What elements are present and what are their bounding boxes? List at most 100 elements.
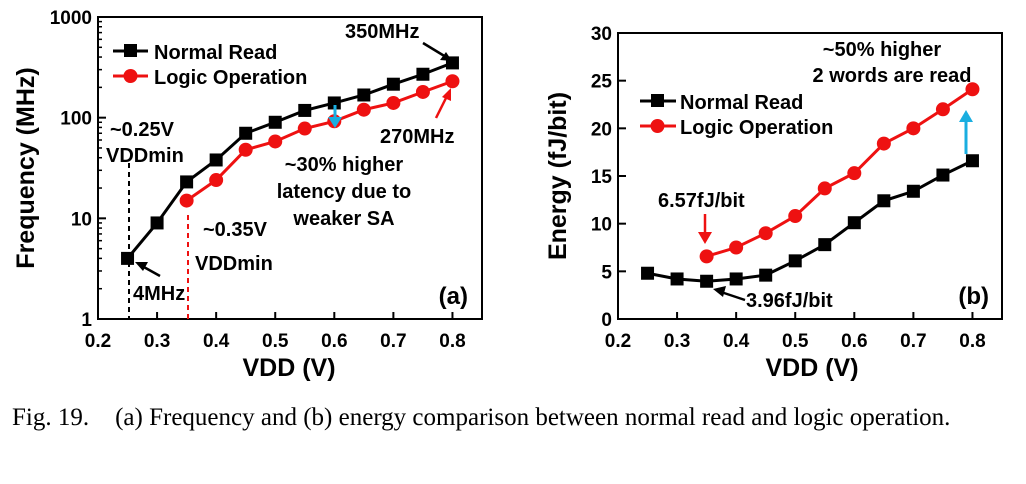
data-point-normal-a [298,103,312,117]
panel-label-a: (a) [439,283,468,310]
annotation-arrowhead-latency [328,117,342,128]
data-point-normal-a [416,67,430,81]
annotation-arrowhead-270mhz [442,88,451,101]
data-point-normal-b [877,194,891,208]
data-point-logic-b [847,166,862,181]
annotation-arrow-350mhz [422,41,447,59]
data-point-logic-a [386,95,401,110]
x-tick-label-a: 0.5 [262,331,289,352]
x-tick-label-a: 0.2 [85,331,111,352]
data-point-logic-b [965,82,980,97]
annotation-latency-line3: weaker SA [292,208,394,230]
legend-label-logic-b: Logic Operation [680,117,833,139]
annotation-energy-higher-line2: 2 words are read [813,65,972,87]
y-tick-label-b: 0 [601,310,612,331]
x-tick-label-a: 0.3 [144,331,170,352]
y-tick-label-b: 10 [591,215,612,236]
plot-frame-a [97,16,483,320]
figure-caption: Fig. 19. (a) Frequency and (b) energy com… [12,402,1016,434]
annotation-396fj: 3.96fJ/bit [746,290,833,312]
data-point-normal-b [700,274,714,288]
y-axis-label-a: Frequency (MHz) [12,67,40,268]
data-point-normal-b [670,272,684,286]
y-axis-label-b: Energy (fJ/bit) [544,92,572,260]
annotation-4mhz: 4MHz [133,283,185,305]
annotation-arrow-4mhz [141,264,161,278]
annotation-vddmin-normal: VDDmin [106,145,184,167]
data-point-normal-a [180,175,194,189]
y-tick-label-b: 25 [591,72,613,93]
data-point-normal-b [641,266,655,280]
annotation-035v: ~0.35V [203,219,268,241]
series-line-logic-b [706,88,974,258]
data-point-normal-a [209,153,223,167]
legend-a: Normal Read Logic Operation [113,42,307,89]
data-point-logic-a [209,173,224,188]
annotation-energy-higher-line1: ~50% higher [823,39,942,61]
x-tick-label-b: 0.7 [900,331,926,352]
data-point-normal-b [965,154,979,168]
data-point-normal-a [121,251,135,265]
data-point-logic-b [817,181,832,196]
data-point-logic-b [906,121,921,136]
y-tick-label-b: 30 [591,24,612,45]
annotation-latency-line2: latency due to [277,181,411,203]
annotation-arrowhead-396fj [713,286,726,297]
annotation-vddmin-logic: VDDmin [195,253,273,275]
series-line-normal-b [647,159,974,283]
legend-b: Normal Read Logic Operation [640,92,833,139]
legend-marker-logic-a [123,69,138,83]
frequency-chart: 0.2 0.3 0.4 0.5 0.6 0.7 0.8 1 10 100 1000 Frequenc… [12,8,483,382]
y-tick-label-b: 5 [601,262,612,283]
x-tick-label-a: 0.6 [321,331,347,352]
figure: 0.2 0.3 0.4 0.5 0.6 0.7 0.8 1 10 100 1000 Frequenc… [12,8,1003,382]
x-tick-label-a: 0.7 [380,331,406,352]
data-point-normal-a [386,77,400,91]
data-point-logic-a [268,134,283,149]
data-point-normal-a [327,96,341,110]
data-point-normal-b [906,184,920,198]
caption-number: Fig. 19. [12,404,90,431]
legend-marker-normal-a [124,44,137,57]
x-tick-label-b: 0.4 [723,331,750,352]
y-tick-label-a: 100 [60,109,92,130]
y-tick-label-b: 20 [591,119,612,140]
data-point-normal-a [150,216,164,230]
y-tick-label-a: 1 [81,310,92,331]
y-tick-label-b: 15 [591,167,613,188]
annotation-arrow-396fj [720,290,746,302]
legend-label-logic-a: Logic Operation [154,67,307,89]
x-tick-label-b: 0.6 [841,331,867,352]
y-tick-label-a: 1000 [50,8,92,29]
series-line-logic-a [185,79,453,202]
data-point-logic-a [415,84,430,99]
data-point-logic-b [758,226,773,241]
data-point-logic-b [699,249,714,264]
annotation-270mhz: 270MHz [380,126,454,148]
data-point-normal-b [936,168,950,182]
x-axis-label-a: VDD (V) [242,354,335,382]
data-point-logic-b [788,209,803,224]
data-point-logic-b [729,240,744,255]
legend-label-normal-b: Normal Read [680,92,803,114]
data-point-normal-b [759,268,773,282]
annotation-025v: ~0.25V [110,119,175,141]
x-tick-label-a: 0.8 [439,331,465,352]
data-point-logic-a [356,102,371,117]
x-tick-label-b: 0.3 [664,331,690,352]
caption-text: (a) Frequency and (b) energy comparison … [115,404,951,431]
data-point-normal-b [788,254,802,268]
data-point-logic-a [238,142,253,157]
data-point-logic-a [445,74,460,89]
x-tick-label-b: 0.8 [959,331,985,352]
annotation-arrowhead-energy-higher [959,110,973,122]
data-point-logic-b [876,136,891,151]
data-point-normal-a [268,115,282,129]
legend-marker-normal-b [651,94,664,107]
data-point-normal-a [357,88,371,102]
x-tick-label-a: 0.4 [203,331,230,352]
x-tick-label-b: 0.2 [605,331,631,352]
legend-marker-logic-b [650,119,665,133]
annotation-350mhz: 350MHz [345,21,419,43]
annotation-arrowhead-350mhz [440,52,452,61]
